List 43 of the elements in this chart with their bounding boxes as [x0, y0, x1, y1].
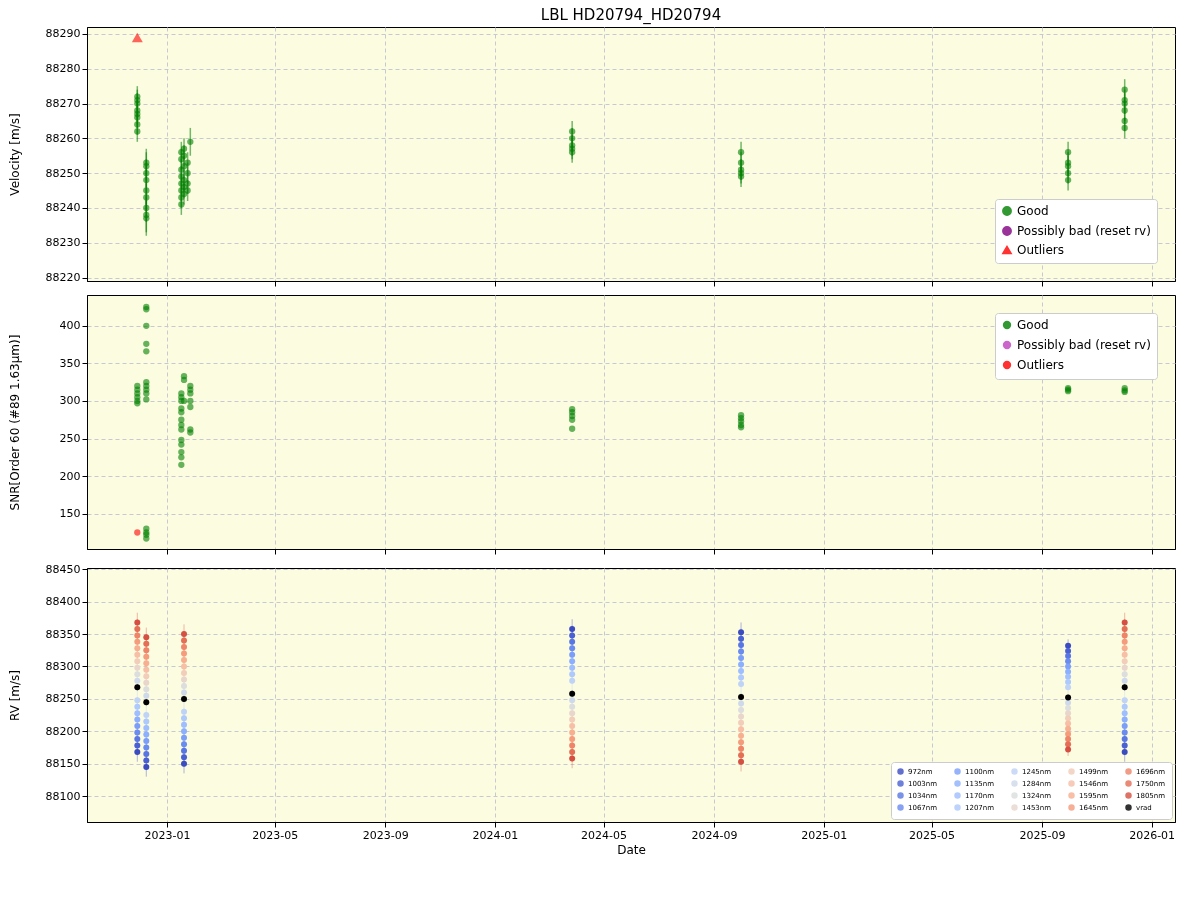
y-axis-title: SNR[Order 60 (#89 1.63μm)]	[7, 334, 22, 511]
y-tick-label: 200	[59, 469, 81, 483]
x-tick-label: 2025-09	[1019, 828, 1066, 842]
x-tick-label: 2024-01	[472, 828, 519, 842]
y-axis-title: RV [m/s]	[7, 669, 22, 722]
y-tick-label: 88250	[45, 692, 81, 706]
y-tick-label: 88100	[45, 789, 81, 803]
y-tick-label: 88280	[45, 62, 81, 76]
x-tick-label: 2025-01	[801, 828, 848, 842]
legend-label: Possibly bad (reset rv)	[1017, 224, 1151, 238]
legend-label: Possibly bad (reset rv)	[1017, 338, 1151, 352]
y-axis-title: Velocity [m/s]	[7, 113, 22, 196]
y-tick-label: 88260	[45, 131, 81, 145]
y-tick-label: 88150	[45, 757, 81, 771]
x-tick-label: 2023-09	[362, 828, 409, 842]
y-tick-label: 88220	[45, 271, 81, 285]
y-tick-label: 400	[59, 319, 81, 333]
y-tick-label: 88290	[45, 27, 81, 41]
y-tick-label: 88270	[45, 97, 81, 111]
y-tick-label: 300	[59, 394, 81, 408]
legend-label: Good	[1017, 204, 1049, 218]
x-tick-label: 2025-05	[909, 828, 956, 842]
y-tick-label: 88300	[45, 659, 81, 673]
legend-label: Good	[1017, 318, 1049, 332]
chart-title: LBL HD20794_HD20794	[540, 6, 722, 25]
y-tick-label: 250	[59, 432, 81, 446]
x-tick-label: 2024-05	[581, 828, 628, 842]
x-tick-label: 2023-05	[252, 828, 299, 842]
x-tick-label: 2026-01	[1129, 828, 1176, 842]
y-tick-label: 350	[59, 356, 81, 370]
y-tick-label: 88400	[45, 595, 81, 609]
legend-label: Outliers	[1017, 358, 1064, 372]
x-tick-label: 2024-09	[691, 828, 738, 842]
y-tick-label: 88350	[45, 627, 81, 641]
x-axis-title: Date	[617, 842, 646, 857]
y-tick-label: 88250	[45, 166, 81, 180]
y-tick-label: 88200	[45, 724, 81, 738]
legend-label: Outliers	[1017, 243, 1064, 257]
y-tick-label: 88240	[45, 201, 81, 215]
x-tick-label: 2023-01	[144, 828, 191, 842]
y-tick-label: 88450	[45, 562, 81, 576]
y-tick-label: 88230	[45, 236, 81, 250]
y-tick-label: 150	[59, 507, 81, 521]
